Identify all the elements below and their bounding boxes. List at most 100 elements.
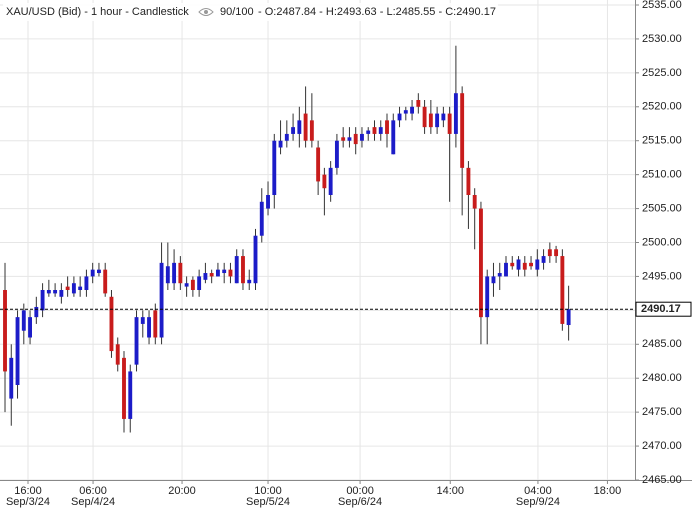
candle-body [510, 262, 515, 267]
candle-body [554, 249, 559, 257]
candle-body [347, 137, 352, 141]
candle-body [153, 310, 158, 338]
candle-body [103, 269, 108, 294]
candle-body [360, 133, 364, 141]
candle-body [209, 273, 214, 277]
ohlc-prefix: L: [386, 6, 395, 18]
x-tick-label: 18:00 [594, 485, 622, 497]
x-tick-label: 10:00 [254, 485, 282, 497]
candle-body [97, 269, 101, 274]
candle-body [422, 106, 427, 128]
separator: - [435, 6, 445, 18]
bars-shown: 90/100 [220, 6, 254, 18]
candle-body [485, 276, 490, 318]
candle-body [184, 283, 189, 287]
ohlc-prefix: O: [265, 6, 277, 18]
candle-body [385, 120, 389, 134]
visibility-icon[interactable] [198, 8, 214, 16]
last-price-box [635, 301, 692, 317]
candle-body [172, 262, 177, 284]
candle-body [128, 371, 133, 419]
candle-body [397, 113, 402, 121]
candle-body [241, 256, 245, 284]
y-tick-label: 2500.00 [642, 236, 682, 248]
ohlc-value: 2490.17 [456, 6, 496, 18]
candle-body [3, 290, 7, 372]
candle-body [278, 140, 283, 148]
candle-body [504, 262, 508, 277]
separator: - [258, 6, 265, 18]
date-label: Sep/9/24 [516, 496, 560, 508]
candle-body [341, 137, 346, 141]
candle-body [391, 120, 396, 155]
candle-body [491, 276, 496, 284]
candle-body [122, 357, 126, 419]
candle-body [560, 256, 565, 324]
candle-body [403, 110, 408, 114]
candle-body [378, 127, 383, 134]
candle-body [234, 256, 239, 284]
candle-body [215, 269, 220, 277]
candle-body [159, 262, 164, 338]
eye-pupil [204, 10, 208, 14]
y-tick-label: 2480.00 [642, 372, 682, 384]
candle-body [178, 262, 183, 284]
candle-body [297, 120, 302, 134]
y-tick-label: 2515.00 [642, 135, 682, 147]
header-bg [3, 3, 498, 21]
y-tick-label: 2520.00 [642, 101, 682, 113]
candle-body [303, 113, 308, 141]
candle-body [372, 127, 377, 134]
candle-body [535, 259, 540, 270]
candle-body [322, 174, 327, 189]
candle-body [529, 262, 533, 267]
candle-body [165, 266, 170, 284]
chart-title: XAU/USD (Bid) - 1 hour - Candlestick [6, 6, 189, 18]
date-label: Sep/5/24 [246, 496, 290, 508]
date-label: Sep/3/24 [6, 496, 50, 508]
candle-body [334, 140, 339, 168]
x-tick-label: 00:00 [346, 485, 374, 497]
candle-body [46, 290, 51, 294]
candle-body [134, 317, 139, 365]
candle-body [566, 309, 571, 326]
x-tick-label: 20:00 [168, 485, 196, 497]
candle-body [266, 195, 270, 209]
candle-body [460, 93, 465, 168]
candle-body [522, 262, 527, 270]
candle-body [109, 296, 114, 352]
grid [0, 0, 635, 481]
candle-body [547, 249, 552, 257]
candle-body [253, 235, 258, 284]
candle-body [259, 201, 264, 236]
candle-body [40, 290, 45, 311]
separator: - [377, 6, 387, 18]
candle-body [272, 140, 277, 195]
y-tick-label: 2475.00 [642, 406, 682, 418]
candle-body [59, 290, 64, 297]
candle-body [140, 317, 145, 324]
x-tick-label: 14:00 [436, 485, 464, 497]
candle-body [78, 286, 83, 290]
candle-body [228, 269, 233, 277]
candle-body [284, 133, 289, 141]
ohlc-prefix: H: [326, 6, 337, 18]
ohlc-value: 2493.63 [337, 6, 377, 18]
candle-body [115, 344, 120, 365]
header: XAU/USD (Bid) - 1 hour - Candlestick 90/… [3, 3, 498, 21]
eye-outline [198, 8, 214, 16]
candle-body [247, 279, 252, 284]
candle-body [516, 259, 521, 270]
candle-body [472, 195, 477, 209]
candle-body [541, 256, 546, 263]
ohlc-readout: - O:2487.84 - H:2493.63 - L:2485.55 - C:… [258, 6, 496, 18]
candle-body [147, 317, 151, 338]
y-tick-label: 2505.00 [642, 202, 682, 214]
candle-body [9, 357, 14, 399]
candle-body [71, 283, 76, 294]
y-tick-label: 2485.00 [642, 338, 682, 350]
x-tick-label: 06:00 [79, 485, 107, 497]
y-tick-label: 2530.00 [642, 33, 682, 45]
candle-body [53, 290, 58, 294]
